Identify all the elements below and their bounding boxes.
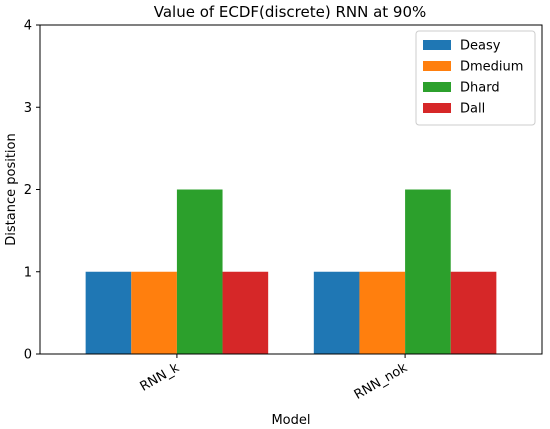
legend-swatch-dhard — [423, 82, 451, 92]
chart-title: Value of ECDF(discrete) RNN at 90% — [154, 3, 427, 21]
y-tick-label: 0 — [24, 348, 32, 363]
bar-dhard-rnn_nok — [405, 189, 451, 354]
bar-dhard-rnn_k — [176, 189, 223, 354]
legend-box — [415, 30, 536, 126]
legend-swatch-dall — [423, 103, 451, 113]
bar-deasy-rnn_nok — [313, 271, 360, 354]
x-tick-label-rnn_nok: RNN_nok — [352, 360, 411, 403]
y-axis: 0 1 2 3 4 — [24, 19, 40, 363]
bar-dall-rnn_nok — [450, 271, 497, 354]
x-axis: RNN_k RNN_nok — [138, 354, 411, 403]
y-tick-label: 2 — [24, 183, 32, 198]
bar-dall-rnn_k — [222, 271, 269, 354]
legend-swatch-dmedium — [423, 61, 451, 71]
legend-label-dall: Dall — [460, 102, 485, 117]
plot-frame — [39, 24, 543, 355]
legend-label-dhard: Dhard — [460, 81, 500, 96]
x-axis-label: Model — [271, 413, 310, 428]
bar-deasy-rnn_k — [85, 271, 132, 354]
legend-label-dmedium: Dmedium — [460, 60, 523, 75]
y-axis-label: Distance position — [4, 133, 19, 245]
x-tick-label-rnn_k: RNN_k — [138, 360, 183, 394]
y-tick-label: 4 — [24, 19, 32, 34]
y-tick-label: 3 — [24, 101, 32, 116]
bar-dmedium-rnn_nok — [359, 271, 406, 354]
legend-swatch-deasy — [423, 40, 451, 50]
bars-group — [85, 189, 497, 354]
legend: Deasy Dmedium Dhard Dall — [415, 30, 536, 126]
legend-label-deasy: Deasy — [460, 39, 501, 54]
y-tick-label: 1 — [24, 265, 32, 280]
bar-dmedium-rnn_k — [131, 271, 177, 354]
